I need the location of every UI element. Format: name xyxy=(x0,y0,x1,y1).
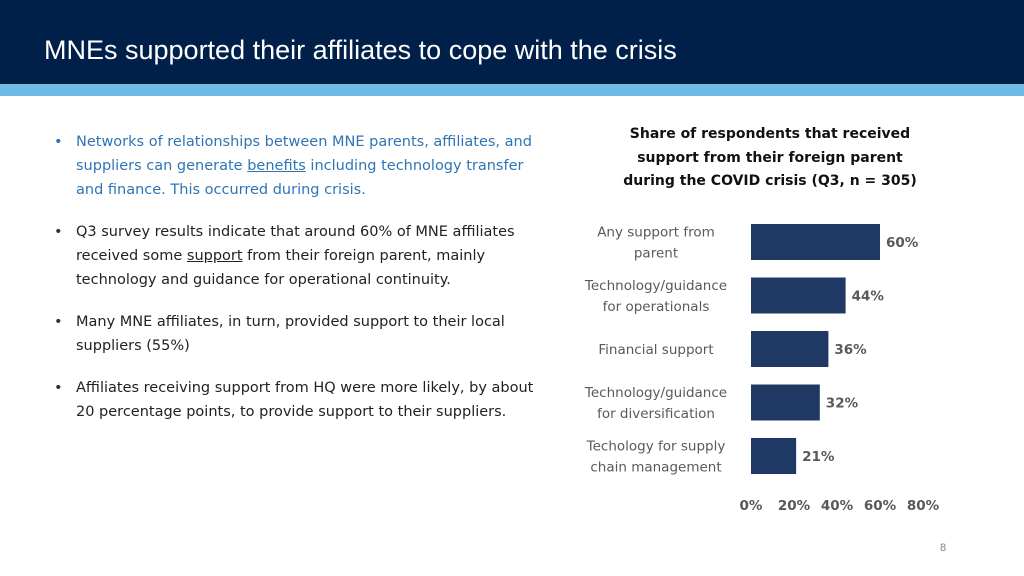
category-label: parent xyxy=(634,246,678,262)
category-label: Technology/guidance xyxy=(584,385,727,401)
category-label: Financial support xyxy=(598,342,713,358)
data-label: 36% xyxy=(834,342,867,358)
category-label: Techology for supply xyxy=(586,439,726,455)
chart-bar xyxy=(751,331,829,367)
x-tick-label: 60% xyxy=(864,498,897,514)
bullet-text: including technology transfer and financ… xyxy=(76,158,524,198)
bullet-text: Q3 survey results indicate that around 6… xyxy=(76,224,515,264)
data-label: 32% xyxy=(826,396,859,412)
x-tick-label: 20% xyxy=(778,498,811,514)
category-label: for diversification xyxy=(597,406,715,422)
category-label: chain management xyxy=(590,460,721,476)
accent-bar xyxy=(0,84,1024,96)
bullet-text: Many MNE affiliates, in turn, provided s… xyxy=(76,314,505,354)
category-label: Technology/guidance xyxy=(584,278,727,294)
chart-title: Share of respondents that received suppo… xyxy=(623,126,917,189)
bullet-list: Networks of relationships between MNE pa… xyxy=(52,130,542,442)
title-bar: MNEs supported their affiliates to cope … xyxy=(0,0,1024,84)
bullet-text: Affiliates receiving support from HQ wer… xyxy=(76,380,534,420)
page-number: 8 xyxy=(939,542,947,554)
data-label: 60% xyxy=(886,235,919,251)
bullet-text: from their foreign parent, mainly techno… xyxy=(76,248,486,288)
chart-bar xyxy=(751,384,820,421)
chart-bar xyxy=(751,277,846,314)
support-link[interactable]: support xyxy=(186,248,243,264)
x-tick-label: 0% xyxy=(740,498,763,514)
data-label: 21% xyxy=(802,449,835,465)
slide-title: MNEs supported their affiliates to cope … xyxy=(44,35,677,65)
data-label: 44% xyxy=(852,289,885,305)
bullet-text: Networks of relationships between MNE pa… xyxy=(76,134,532,174)
x-tick-label: 40% xyxy=(821,498,854,514)
benefits-link[interactable]: benefits xyxy=(247,158,306,174)
bullet-item: Networks of relationships between MNE pa… xyxy=(52,130,542,202)
bullet-item: Affiliates receiving support from HQ wer… xyxy=(52,376,542,424)
chart-bar xyxy=(751,438,797,474)
category-label: for operationals xyxy=(603,299,710,315)
x-tick-label: 80% xyxy=(907,498,940,514)
bar-chart: 60% Any support from parent 44% Technology/g… xyxy=(584,224,940,514)
bullet-item: Many MNE affiliates, in turn, provided s… xyxy=(52,310,542,358)
bullet-item: Q3 survey results indicate that around 6… xyxy=(52,220,542,292)
chart-bar xyxy=(751,224,880,260)
category-label: Any support from xyxy=(597,225,715,241)
